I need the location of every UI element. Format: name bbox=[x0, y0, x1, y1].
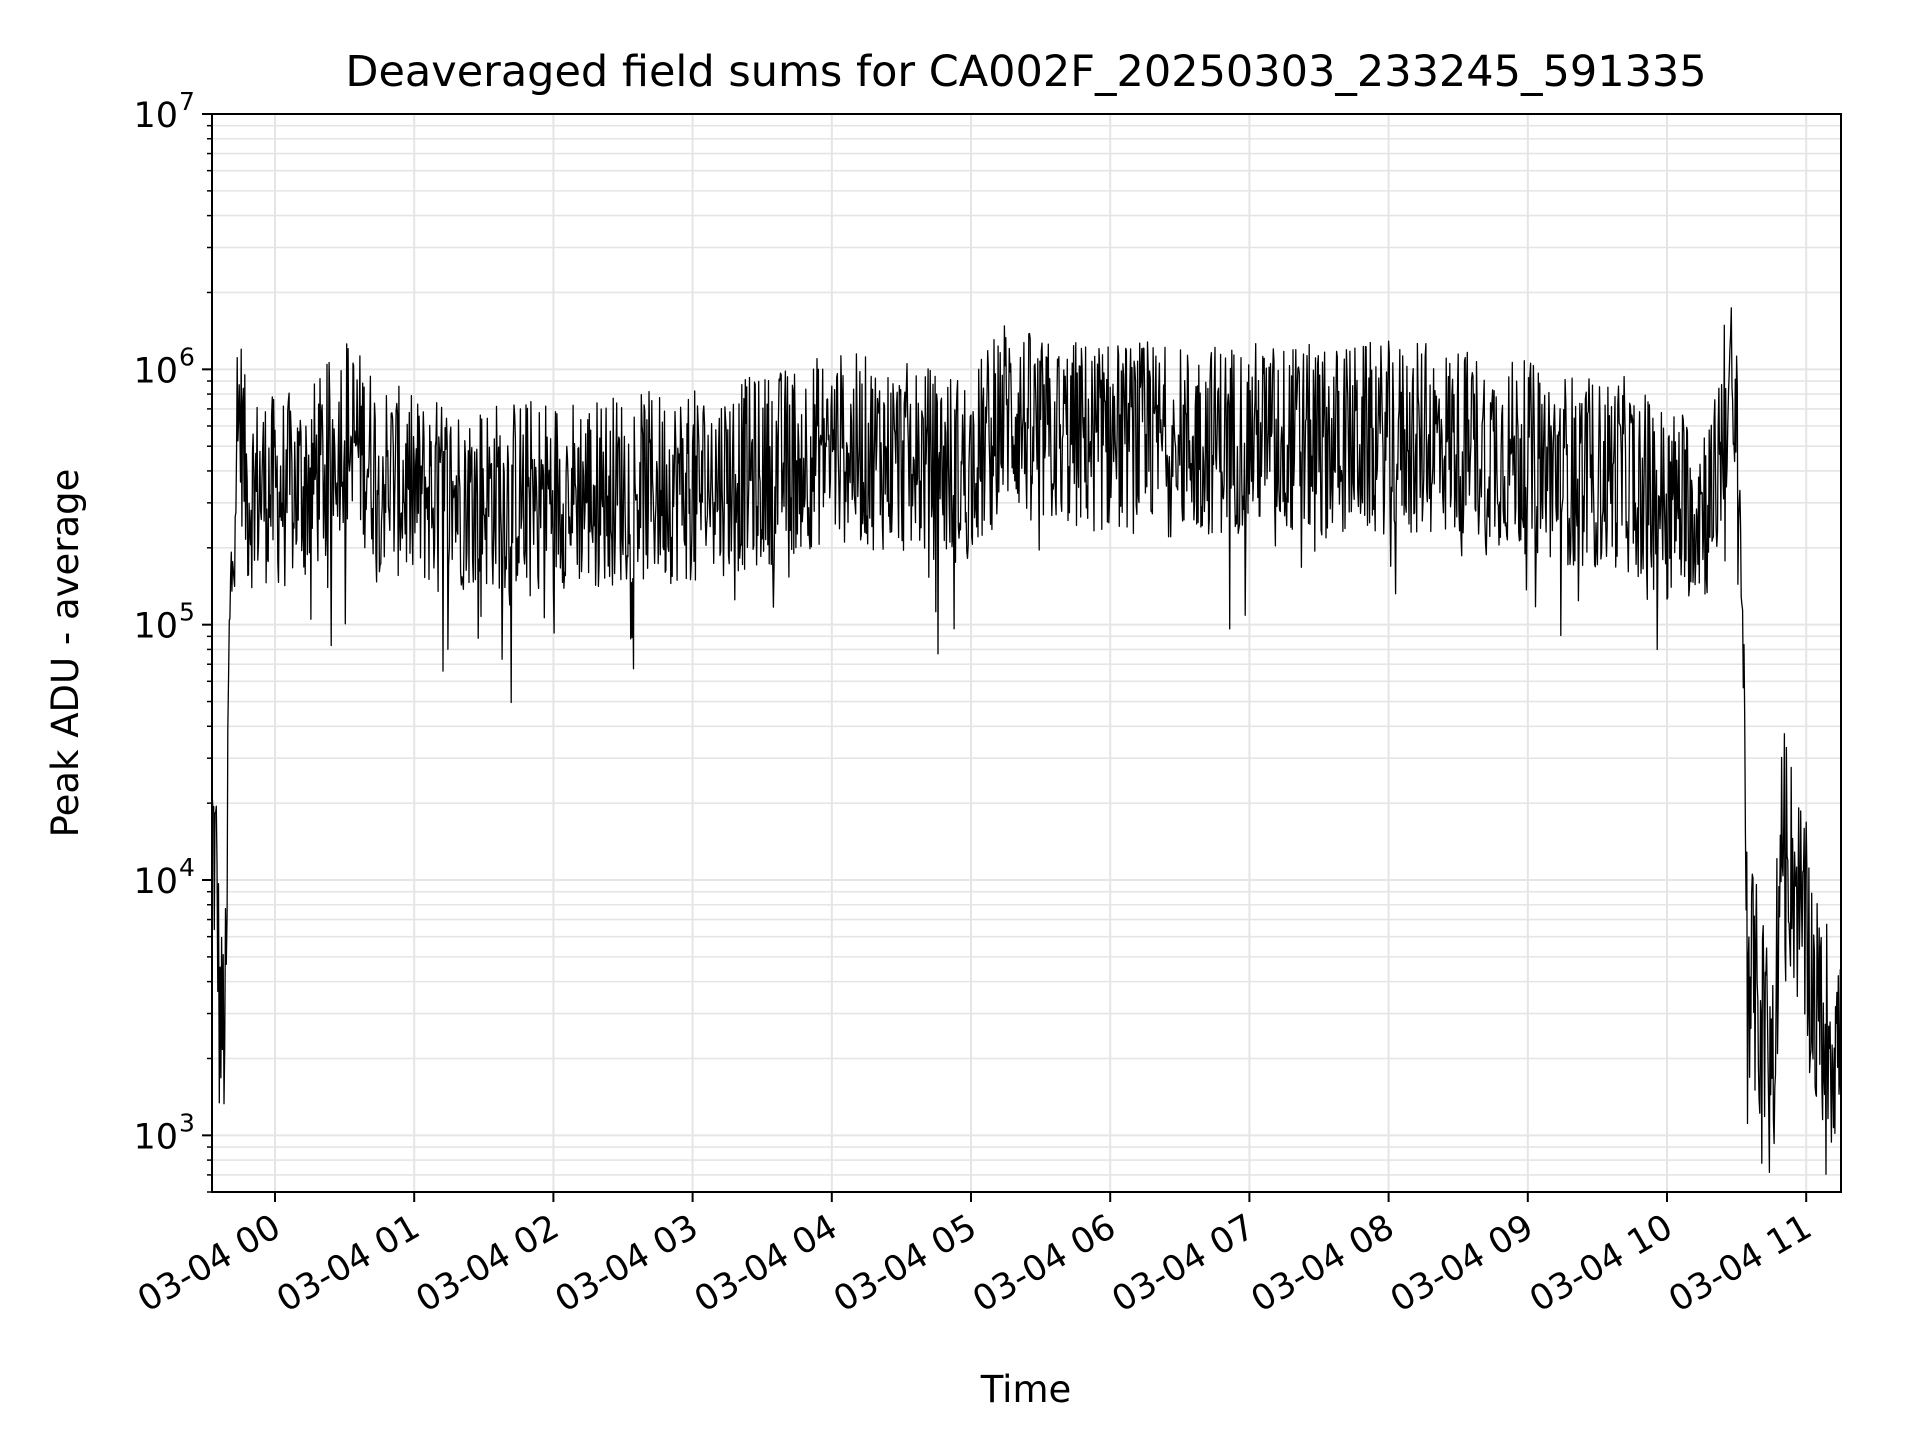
chart-title: Deaveraged field sums for CA002F_2025030… bbox=[345, 47, 1706, 97]
y-tick-label-exponent: 6 bbox=[179, 342, 195, 371]
series-line bbox=[211, 307, 1841, 1175]
series-layer bbox=[211, 307, 1841, 1175]
y-tick-label: 10 bbox=[133, 607, 178, 647]
grid bbox=[212, 113, 1841, 1193]
y-tick-label: 10 bbox=[133, 351, 178, 391]
x-axis-label: Time bbox=[980, 1368, 1072, 1411]
y-axis-label: Peak ADU - average bbox=[44, 469, 87, 838]
plot-frame bbox=[211, 113, 1842, 1193]
y-tick-label-exponent: 3 bbox=[179, 1108, 195, 1137]
y-tick-label-exponent: 7 bbox=[179, 87, 195, 116]
y-tick-label: 10 bbox=[133, 1117, 178, 1157]
y-tick-label: 10 bbox=[133, 862, 178, 902]
y-tick-label-exponent: 5 bbox=[179, 598, 195, 627]
y-tick-label-exponent: 4 bbox=[179, 853, 195, 882]
y-tick-label: 10 bbox=[133, 96, 178, 136]
